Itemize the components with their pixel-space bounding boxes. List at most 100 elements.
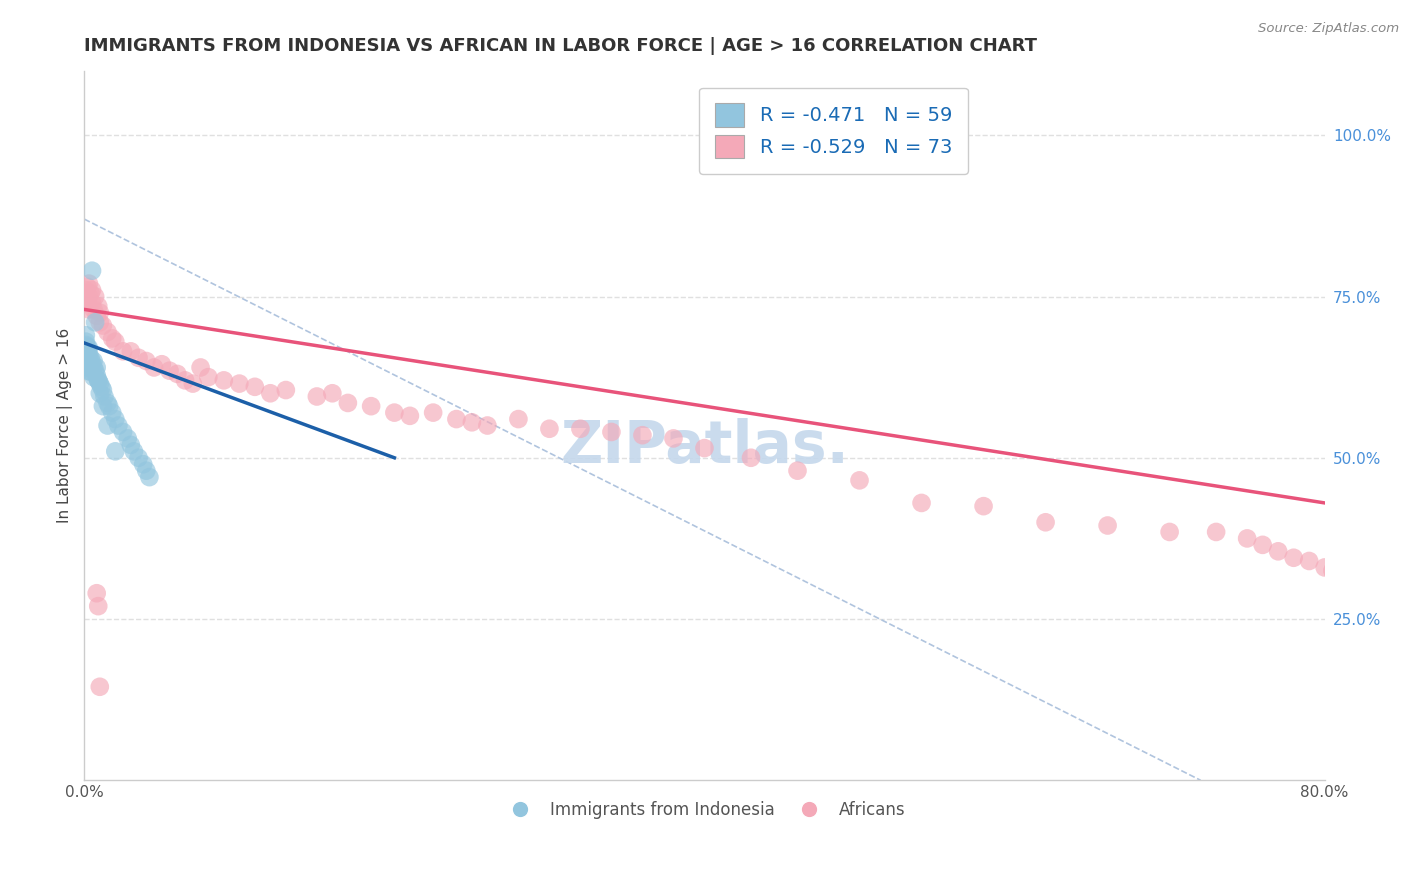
Text: IMMIGRANTS FROM INDONESIA VS AFRICAN IN LABOR FORCE | AGE > 16 CORRELATION CHART: IMMIGRANTS FROM INDONESIA VS AFRICAN IN … (84, 37, 1038, 55)
Point (662, 432, 685, 446)
Point (117, 432, 139, 446)
Point (84, 315, 107, 329)
Point (1205, 524, 1227, 539)
Point (399, 409, 422, 423)
Point (848, 474, 870, 488)
Point (77, 354, 100, 368)
Point (384, 406, 406, 420)
Point (89, 376, 111, 391)
Point (174, 373, 197, 387)
Point (75, 349, 97, 363)
Point (786, 464, 808, 478)
Point (190, 360, 212, 375)
Point (77, 302, 100, 317)
Point (477, 418, 499, 433)
Point (274, 383, 297, 397)
Point (83, 354, 105, 368)
Point (80, 366, 103, 380)
Point (1097, 518, 1119, 533)
Point (79, 351, 101, 365)
Point (96, 396, 118, 410)
Point (150, 357, 173, 371)
Point (86, 368, 108, 383)
Point (75, 328, 97, 343)
Point (446, 412, 468, 426)
Point (740, 450, 762, 465)
Point (973, 499, 995, 513)
Point (87, 373, 110, 387)
Point (75, 343, 97, 357)
Point (600, 425, 623, 439)
Point (159, 364, 181, 378)
Point (89, 680, 111, 694)
Point (132, 457, 155, 471)
Point (120, 344, 142, 359)
Point (79, 286, 101, 301)
Point (104, 444, 127, 458)
Point (75, 341, 97, 355)
Point (538, 422, 561, 436)
Point (77, 347, 100, 361)
Point (569, 422, 592, 436)
Point (76, 354, 98, 368)
Point (120, 438, 142, 452)
Point (101, 406, 124, 420)
Point (83, 302, 105, 317)
Point (1298, 554, 1320, 568)
Point (107, 418, 129, 433)
Point (77, 289, 100, 303)
Point (212, 373, 235, 387)
Point (75, 351, 97, 365)
Point (1282, 550, 1305, 565)
Point (76, 357, 98, 371)
Point (76, 351, 98, 365)
Point (79, 361, 101, 376)
Point (360, 399, 382, 413)
Point (104, 334, 127, 349)
Point (96, 418, 118, 433)
Point (1313, 560, 1336, 574)
Point (75, 347, 97, 361)
Point (508, 412, 530, 426)
Point (76, 280, 98, 294)
Point (259, 386, 281, 401)
Point (87, 599, 110, 614)
Point (693, 441, 716, 455)
Point (336, 396, 359, 410)
Point (80, 355, 103, 369)
Point (96, 325, 118, 339)
Point (135, 464, 157, 478)
Point (112, 344, 135, 359)
Point (80, 283, 103, 297)
Point (197, 370, 219, 384)
Point (84, 364, 107, 378)
Point (76, 344, 98, 359)
Point (75, 340, 97, 354)
Point (83, 370, 105, 384)
Point (75, 357, 97, 371)
Point (77, 360, 100, 375)
Point (77, 341, 100, 355)
Point (128, 351, 150, 365)
Point (243, 380, 266, 394)
Point (76, 343, 98, 357)
Point (122, 444, 145, 458)
Point (422, 406, 444, 420)
Point (84, 289, 107, 303)
Point (75, 338, 97, 352)
Point (76, 340, 98, 354)
Y-axis label: In Labor Force | Age > 16: In Labor Force | Age > 16 (58, 328, 73, 523)
Point (135, 354, 157, 368)
Point (75, 346, 97, 360)
Point (98, 399, 121, 413)
Point (112, 425, 135, 439)
Point (143, 360, 166, 375)
Point (90, 380, 112, 394)
Point (228, 376, 250, 391)
Point (181, 376, 204, 391)
Point (91, 383, 114, 397)
Point (91, 318, 114, 333)
Point (87, 299, 110, 313)
Point (77, 277, 100, 291)
Point (75, 283, 97, 297)
